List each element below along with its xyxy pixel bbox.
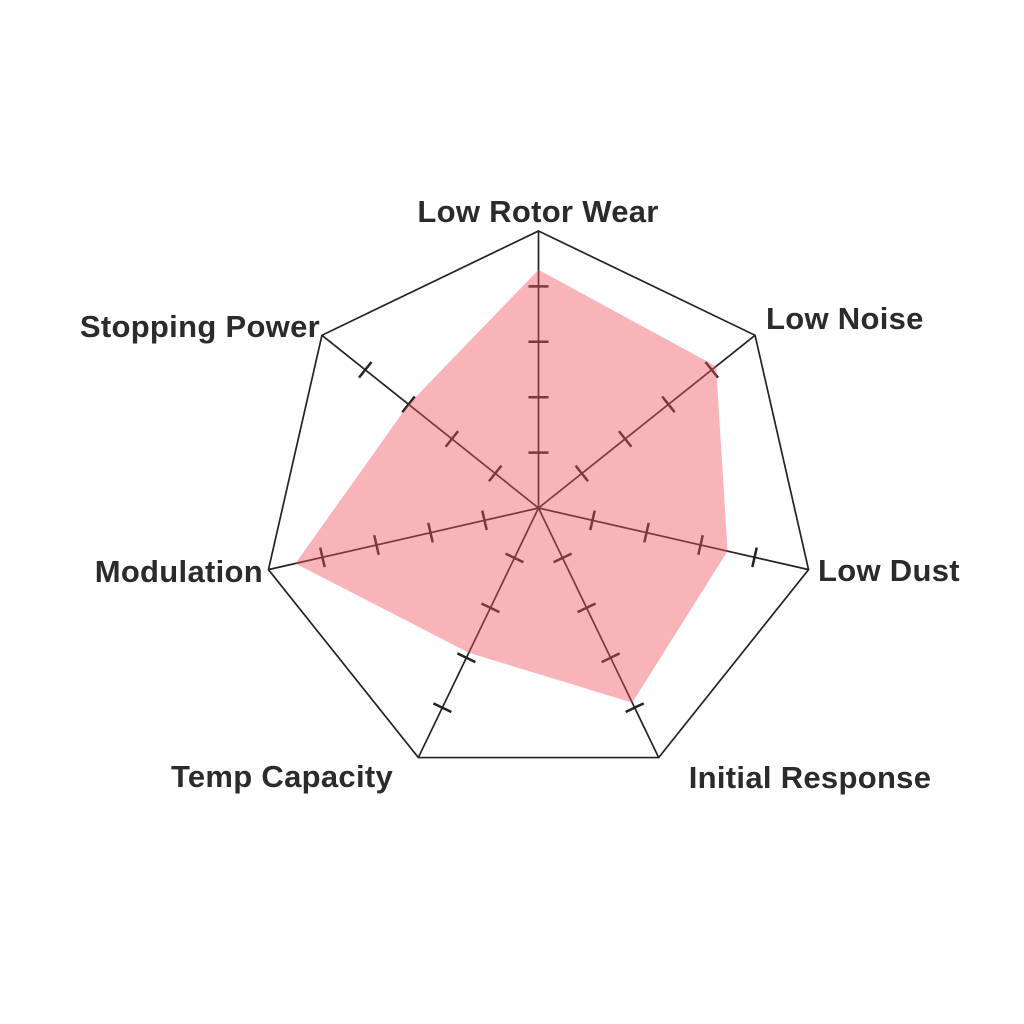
axis-label-temp-capacity: Temp Capacity (171, 759, 394, 794)
axis-tick-stopping-power-3 (401, 395, 416, 413)
axis-label-modulation: Modulation (95, 554, 263, 589)
axis-tick-low-dust-3 (697, 534, 704, 556)
axis-tick-modulation-1 (481, 510, 488, 531)
axis-tick-temp-capacity-2 (480, 602, 500, 614)
axis-line-modulation (268, 507, 539, 571)
axis-tick-initial-response-1 (552, 552, 573, 564)
axis-tick-initial-response-2 (577, 602, 597, 614)
axis-label-stopping-power: Stopping Power (80, 309, 320, 344)
axis-tick-stopping-power-4 (358, 361, 373, 379)
axis-label-low-noise: Low Noise (766, 301, 924, 336)
axis-label-low-dust: Low Dust (818, 553, 960, 588)
axis-tick-modulation-3 (373, 534, 380, 556)
axis-label-low-rotor-wear: Low Rotor Wear (417, 194, 658, 229)
axis-tick-modulation-4 (319, 547, 326, 568)
axis-tick-stopping-power-1 (487, 464, 503, 483)
axis-tick-stopping-power-2 (444, 430, 460, 448)
axis-line-initial-response (537, 507, 660, 758)
axis-tick-low-noise-3 (661, 395, 676, 413)
axis-tick-low-dust-2 (643, 522, 650, 543)
axis-tick-initial-response-3 (601, 652, 621, 664)
data-polygon-brake-pad-performance (295, 269, 728, 703)
axis-tick-low-dust-4 (751, 547, 758, 568)
axis-tick-temp-capacity-1 (504, 552, 525, 564)
axis-tick-temp-capacity-4 (432, 702, 452, 714)
axis-tick-low-noise-2 (617, 430, 633, 448)
axis-tick-low-noise-1 (574, 464, 590, 483)
axis-line-low-dust (538, 507, 809, 571)
axis-tick-low-dust-1 (589, 510, 596, 531)
axis-line-temp-capacity (417, 507, 540, 758)
axis-tick-low-noise-4 (704, 361, 719, 379)
axis-tick-modulation-2 (427, 522, 434, 543)
axis-label-initial-response: Initial Response (689, 760, 932, 795)
axis-tick-temp-capacity-3 (456, 652, 476, 664)
axis-tick-initial-response-4 (625, 702, 645, 714)
axis-line-stopping-power (321, 334, 540, 509)
axis-line-low-noise (537, 334, 756, 509)
outer-polygon (267, 230, 810, 759)
